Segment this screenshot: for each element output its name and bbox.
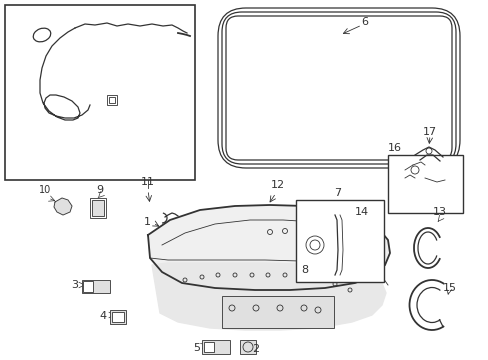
Bar (92, 200, 104, 216)
Bar (82, 280, 110, 293)
Bar (202, 340, 229, 354)
Text: 14: 14 (354, 207, 368, 217)
Text: 4: 4 (100, 311, 107, 321)
Text: 1: 1 (143, 217, 151, 227)
Bar (90, 198, 106, 218)
Text: 13: 13 (432, 207, 446, 217)
Text: 6: 6 (361, 17, 368, 27)
Text: 9: 9 (96, 185, 103, 195)
Text: 15: 15 (442, 283, 456, 293)
Bar (387, 155, 462, 213)
Bar (112, 312, 124, 322)
Bar (110, 310, 126, 324)
Bar (107, 95, 117, 105)
Polygon shape (54, 198, 72, 215)
Text: 2: 2 (251, 344, 259, 354)
Text: 7: 7 (334, 188, 341, 198)
Bar (203, 342, 214, 352)
Bar (5, 5, 195, 180)
Text: 11: 11 (141, 177, 155, 187)
Text: 3: 3 (71, 280, 78, 290)
Bar (240, 340, 256, 354)
Bar (83, 281, 93, 292)
Text: 17: 17 (422, 127, 436, 137)
Text: 16: 16 (387, 143, 401, 153)
Text: 10: 10 (39, 185, 51, 195)
Bar (295, 200, 383, 282)
Text: 5: 5 (193, 343, 200, 353)
Polygon shape (148, 205, 389, 290)
Text: 8: 8 (301, 265, 308, 275)
Polygon shape (152, 263, 385, 330)
Text: 12: 12 (270, 180, 285, 190)
Bar (222, 296, 333, 328)
Bar (109, 97, 115, 103)
